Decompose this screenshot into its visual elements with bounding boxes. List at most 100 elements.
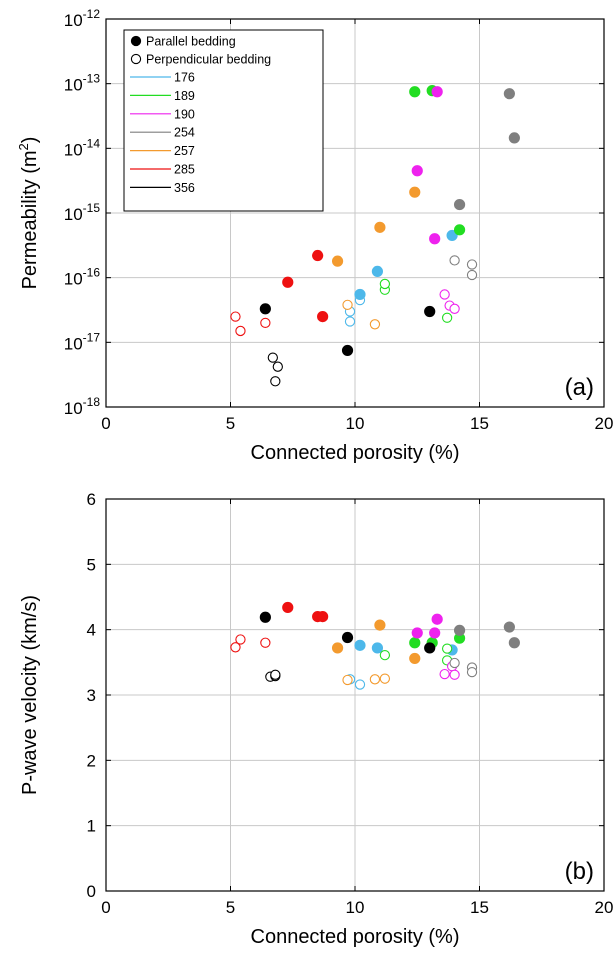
- x-axis-title: Connected porosity (%): [251, 926, 460, 948]
- legend-label: 189: [174, 89, 195, 103]
- point-189-perpendicular: [441, 643, 453, 654]
- legend-label: 254: [174, 126, 195, 140]
- y-tick-label: 4: [87, 621, 96, 640]
- point-254-parallel: [503, 621, 515, 633]
- y-tick-label: 5: [87, 555, 96, 574]
- point-356-perpendicular: [270, 376, 281, 387]
- y-tick-label: 10-13: [64, 72, 101, 95]
- point-176-parallel: [354, 288, 366, 301]
- x-tick-label: 0: [101, 898, 110, 917]
- point-254-parallel: [453, 198, 466, 211]
- x-tick-label: 20: [595, 414, 614, 433]
- point-356-parallel: [424, 305, 436, 318]
- point-356-parallel: [341, 631, 354, 644]
- legend-marker-filled: [130, 35, 142, 47]
- point-189-parallel: [409, 637, 421, 649]
- point-285-perpendicular: [260, 317, 271, 329]
- y-tick-label: 10-14: [64, 136, 101, 159]
- point-190-perpendicular: [439, 668, 450, 680]
- point-356-parallel: [259, 303, 271, 315]
- point-190-parallel: [411, 627, 423, 639]
- point-257-perpendicular: [369, 319, 381, 330]
- x-axis-title: Connected porosity (%): [251, 442, 460, 464]
- legend-label: 356: [174, 181, 195, 195]
- point-257-parallel: [409, 186, 421, 198]
- y-tick-label: 10-17: [64, 330, 101, 353]
- legend-label: Perpendicular bedding: [146, 53, 271, 67]
- y-tick-label: 3: [87, 686, 96, 705]
- x-tick-label: 0: [101, 414, 110, 433]
- y-axis-title: Permeability (m2): [16, 137, 41, 290]
- legend-box: [123, 29, 324, 212]
- panel-label: (b): [565, 858, 594, 885]
- legend-label: 257: [174, 144, 195, 158]
- point-257-perpendicular: [379, 673, 391, 684]
- point-285-perpendicular: [230, 642, 241, 653]
- y-tick-label: 0: [87, 882, 96, 901]
- point-285-perpendicular: [260, 637, 271, 648]
- point-189-parallel: [453, 224, 466, 236]
- y-tick-label: 10-18: [64, 395, 101, 418]
- point-254-parallel: [503, 88, 515, 100]
- x-tick-label: 10: [346, 898, 365, 917]
- point-176-parallel: [354, 639, 366, 651]
- point-254-perpendicular: [466, 269, 478, 281]
- x-tick-label: 15: [470, 898, 489, 917]
- point-254-perpendicular: [449, 657, 460, 669]
- x-tick-label: 5: [226, 898, 235, 917]
- point-176-parallel: [371, 265, 384, 277]
- y-tick-label: 2: [87, 751, 96, 770]
- point-254-parallel: [508, 132, 520, 144]
- legend: Parallel bedding Perpendicular bedding 176…: [123, 29, 324, 212]
- point-190-parallel: [431, 613, 443, 625]
- point-257-perpendicular: [342, 674, 353, 686]
- point-285-parallel: [317, 310, 329, 323]
- point-356-parallel: [424, 642, 436, 654]
- point-189-perpendicular: [379, 649, 391, 661]
- x-tick-label: 5: [226, 414, 235, 433]
- point-190-parallel: [431, 86, 443, 98]
- point-257-parallel: [331, 255, 344, 267]
- y-tick-label: 10-16: [64, 266, 101, 289]
- point-285-parallel: [312, 249, 324, 262]
- point-176-perpendicular: [354, 679, 366, 690]
- point-189-parallel: [409, 86, 421, 98]
- point-285-perpendicular: [235, 634, 246, 645]
- point-190-parallel: [429, 627, 441, 639]
- data-points: [230, 601, 520, 690]
- point-285-parallel: [282, 276, 294, 288]
- y-tick-label: 6: [87, 490, 96, 509]
- point-257-parallel: [331, 642, 344, 654]
- point-190-perpendicular: [439, 289, 450, 300]
- y-tick-label: 10-15: [64, 201, 101, 224]
- point-254-parallel: [508, 637, 520, 649]
- y-tick-label: 10-12: [64, 7, 101, 30]
- panel-label: (a): [565, 374, 594, 401]
- point-190-parallel: [411, 165, 423, 177]
- point-254-perpendicular: [466, 259, 478, 270]
- point-190-perpendicular: [449, 669, 460, 680]
- data-points: [230, 85, 520, 387]
- y-tick-label: 1: [87, 817, 96, 836]
- point-254-parallel: [453, 624, 466, 636]
- point-257-perpendicular: [369, 674, 381, 685]
- legend-label: 190: [174, 107, 195, 121]
- point-285-parallel: [282, 601, 294, 614]
- y-axis-title: P-wave velocity (km/s): [19, 595, 41, 795]
- point-356-perpendicular: [272, 361, 283, 372]
- point-257-parallel: [409, 652, 421, 665]
- point-356-perpendicular: [270, 669, 281, 680]
- point-190-parallel: [429, 233, 441, 245]
- point-257-perpendicular: [342, 299, 353, 310]
- point-257-parallel: [374, 221, 386, 233]
- point-190-perpendicular: [449, 303, 460, 314]
- point-285-parallel: [317, 610, 329, 623]
- point-285-perpendicular: [230, 311, 241, 322]
- point-254-perpendicular: [449, 255, 460, 266]
- chart-panel-1: 0 5 10 15 20 10-18 10-17 10-16 10-15 10-14 10-13 10…: [16, 7, 613, 464]
- point-285-perpendicular: [235, 325, 246, 337]
- legend-marker-open: [130, 53, 142, 65]
- point-176-parallel: [446, 229, 458, 242]
- point-356-parallel: [259, 611, 271, 623]
